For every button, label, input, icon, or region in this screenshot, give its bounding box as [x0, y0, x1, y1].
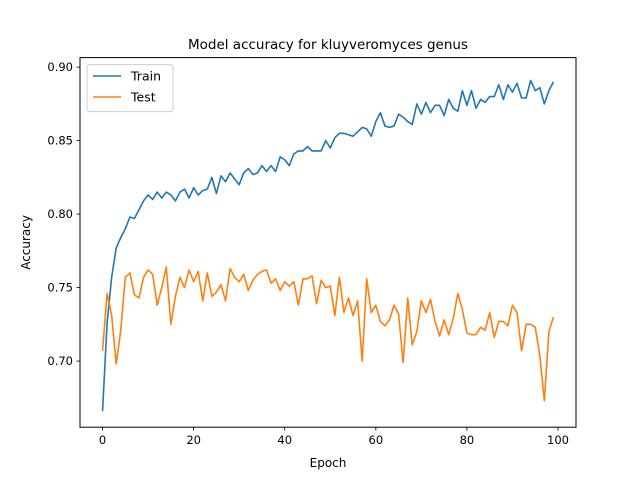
y-tick-label: 0.85	[47, 134, 73, 148]
series-line-test	[101, 266, 555, 402]
x-axis-label: Epoch	[310, 456, 347, 470]
x-tick-label: 60	[369, 433, 384, 447]
legend: Train Test	[86, 64, 174, 113]
y-tick-label: 0.80	[47, 207, 73, 221]
x-tick-label: 20	[186, 433, 201, 447]
x-tick-label: 100	[547, 433, 569, 447]
legend-label-train: Train	[130, 69, 161, 84]
y-tick-label: 0.75	[47, 281, 73, 295]
series-group	[101, 79, 555, 412]
series-line-train	[101, 79, 555, 412]
y-axis-label: Accuracy	[19, 215, 33, 270]
plot-frame	[79, 57, 577, 428]
y-axis-ticks: 0.70 0.75 0.80 0.85 0.90	[47, 60, 80, 368]
chart-title: Model accuracy for kluyveromyces genus	[188, 37, 468, 53]
y-tick-label: 0.90	[47, 60, 73, 74]
y-tick-label: 0.70	[47, 354, 73, 368]
x-tick-label: 0	[99, 433, 106, 447]
x-tick-label: 40	[277, 433, 292, 447]
x-tick-label: 80	[460, 433, 475, 447]
x-axis-ticks: 0 20 40 60 80 100	[99, 427, 569, 447]
plot-area	[80, 57, 576, 428]
legend-label-test: Test	[130, 90, 156, 105]
